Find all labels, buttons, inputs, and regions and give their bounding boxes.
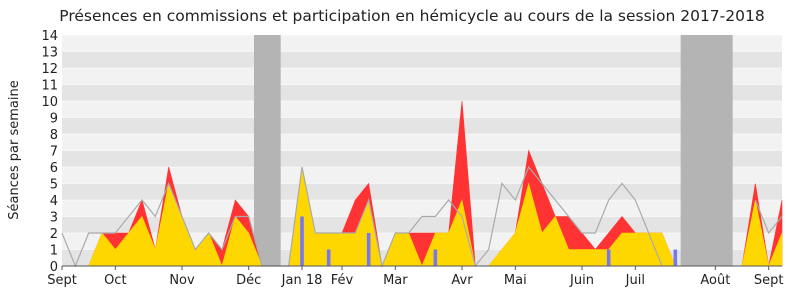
bar bbox=[606, 249, 611, 266]
grid-band bbox=[62, 68, 782, 85]
y-tick-label: 5 bbox=[50, 178, 58, 193]
grid-band bbox=[62, 134, 782, 151]
bar bbox=[366, 233, 371, 266]
x-tick-label: Juin bbox=[569, 273, 594, 288]
grid-band bbox=[62, 150, 782, 167]
grid-band bbox=[62, 51, 782, 68]
x-tick-label: Sept bbox=[754, 273, 784, 288]
x-tick-label: Fév bbox=[331, 273, 354, 288]
y-tick-label: 7 bbox=[50, 145, 58, 160]
bar bbox=[326, 249, 331, 266]
x-tick-label: Avr bbox=[451, 273, 473, 288]
y-tick-label: 14 bbox=[41, 29, 58, 44]
x-tick-label: Oct bbox=[104, 273, 126, 288]
chart-title: Présences en commissions et participatio… bbox=[59, 7, 764, 25]
x-tick-label: Août bbox=[700, 273, 730, 288]
line bbox=[61, 165, 783, 269]
bar bbox=[300, 216, 304, 266]
grid-band bbox=[62, 35, 782, 52]
vacation-band bbox=[680, 35, 733, 266]
grid-band bbox=[62, 84, 782, 101]
y-tick-label: 10 bbox=[41, 95, 58, 110]
x-tick-label: Jan 18 bbox=[281, 273, 323, 288]
x-tick-label: Mar bbox=[383, 273, 408, 288]
y-tick-label: 11 bbox=[41, 79, 58, 94]
y-tick-label: 9 bbox=[50, 112, 58, 127]
y-tick-label: 8 bbox=[50, 128, 58, 143]
y-tick-label: 13 bbox=[41, 46, 58, 61]
x-tick-label: Sept bbox=[47, 273, 77, 288]
bar bbox=[673, 249, 678, 266]
x-tick-label: Juil bbox=[625, 273, 645, 288]
x-tick-label: Déc bbox=[236, 273, 261, 288]
x-tick-label: Nov bbox=[169, 273, 195, 288]
y-tick-label: 6 bbox=[50, 161, 58, 176]
y-tick-label: 0 bbox=[50, 260, 58, 275]
grid-band bbox=[62, 117, 782, 134]
grid-band bbox=[62, 101, 782, 118]
y-axis-label: Séances par semaine bbox=[7, 80, 22, 219]
x-tick-label: Mai bbox=[504, 273, 527, 288]
grid-band bbox=[62, 183, 782, 200]
y-tick-label: 12 bbox=[41, 62, 58, 77]
bar bbox=[433, 249, 438, 266]
y-tick-label: 2 bbox=[50, 227, 58, 242]
y-tick-label: 3 bbox=[50, 211, 58, 226]
y-tick-label: 1 bbox=[50, 244, 58, 259]
vacation-band bbox=[254, 35, 281, 266]
grid-band bbox=[62, 167, 782, 184]
y-tick-label: 4 bbox=[50, 194, 58, 209]
